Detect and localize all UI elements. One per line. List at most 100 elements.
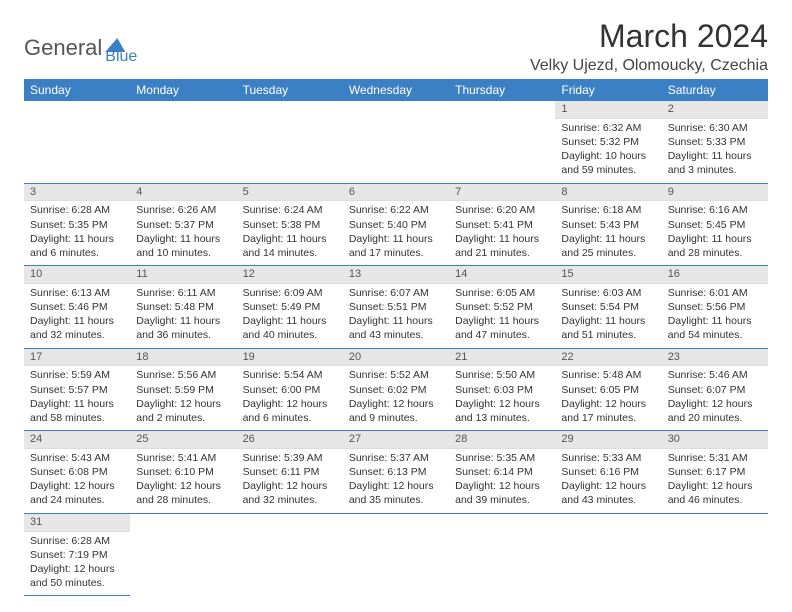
daylight-line: Daylight: 11 hours and 25 minutes. [561, 232, 655, 260]
day-number: 21 [449, 349, 555, 367]
weekday-header: Wednesday [343, 79, 449, 101]
daylight-line: Daylight: 12 hours and 35 minutes. [349, 479, 443, 507]
sunset-line: Sunset: 5:40 PM [349, 218, 443, 232]
sunset-line: Sunset: 5:51 PM [349, 300, 443, 314]
sunrise-line: Sunrise: 6:05 AM [455, 286, 549, 300]
calendar-day-cell: 28Sunrise: 5:35 AMSunset: 6:14 PMDayligh… [449, 431, 555, 514]
daylight-line: Daylight: 12 hours and 9 minutes. [349, 397, 443, 425]
daylight-line: Daylight: 12 hours and 17 minutes. [561, 397, 655, 425]
calendar-day-cell: 29Sunrise: 5:33 AMSunset: 6:16 PMDayligh… [555, 431, 661, 514]
day-number: 8 [555, 184, 661, 202]
sunset-line: Sunset: 5:48 PM [136, 300, 230, 314]
calendar-empty-cell [662, 513, 768, 596]
sunset-line: Sunset: 7:19 PM [30, 548, 124, 562]
sunrise-line: Sunrise: 6:22 AM [349, 203, 443, 217]
sunrise-line: Sunrise: 6:03 AM [561, 286, 655, 300]
sunrise-line: Sunrise: 6:01 AM [668, 286, 762, 300]
weekday-header: Friday [555, 79, 661, 101]
calendar-day-cell: 13Sunrise: 6:07 AMSunset: 5:51 PMDayligh… [343, 266, 449, 349]
day-number: 5 [237, 184, 343, 202]
daylight-line: Daylight: 11 hours and 32 minutes. [30, 314, 124, 342]
day-number: 19 [237, 349, 343, 367]
sunrise-line: Sunrise: 5:37 AM [349, 451, 443, 465]
sunrise-line: Sunrise: 6:09 AM [243, 286, 337, 300]
day-number: 15 [555, 266, 661, 284]
day-number: 27 [343, 431, 449, 449]
daylight-line: Daylight: 10 hours and 59 minutes. [561, 149, 655, 177]
calendar-row: 1Sunrise: 6:32 AMSunset: 5:32 PMDaylight… [24, 101, 768, 183]
day-number: 24 [24, 431, 130, 449]
calendar-body: 1Sunrise: 6:32 AMSunset: 5:32 PMDaylight… [24, 101, 768, 596]
weekday-header: Saturday [662, 79, 768, 101]
calendar-day-cell: 4Sunrise: 6:26 AMSunset: 5:37 PMDaylight… [130, 183, 236, 266]
sunrise-line: Sunrise: 6:28 AM [30, 534, 124, 548]
logo-text-general: General [24, 35, 102, 61]
weekday-header-row: Sunday Monday Tuesday Wednesday Thursday… [24, 79, 768, 101]
weekday-header: Monday [130, 79, 236, 101]
calendar-day-cell: 26Sunrise: 5:39 AMSunset: 6:11 PMDayligh… [237, 431, 343, 514]
header: General Blue March 2024 Velky Ujezd, Olo… [24, 18, 768, 75]
day-number: 10 [24, 266, 130, 284]
day-number: 25 [130, 431, 236, 449]
sunrise-line: Sunrise: 5:52 AM [349, 368, 443, 382]
day-number: 9 [662, 184, 768, 202]
calendar-day-cell: 9Sunrise: 6:16 AMSunset: 5:45 PMDaylight… [662, 183, 768, 266]
calendar-empty-cell [449, 101, 555, 183]
day-number: 22 [555, 349, 661, 367]
day-number: 11 [130, 266, 236, 284]
day-number: 26 [237, 431, 343, 449]
sunrise-line: Sunrise: 5:48 AM [561, 368, 655, 382]
sunset-line: Sunset: 6:05 PM [561, 383, 655, 397]
calendar-day-cell: 7Sunrise: 6:20 AMSunset: 5:41 PMDaylight… [449, 183, 555, 266]
sunset-line: Sunset: 5:43 PM [561, 218, 655, 232]
daylight-line: Daylight: 11 hours and 14 minutes. [243, 232, 337, 260]
calendar-day-cell: 3Sunrise: 6:28 AMSunset: 5:35 PMDaylight… [24, 183, 130, 266]
sunset-line: Sunset: 5:35 PM [30, 218, 124, 232]
sunrise-line: Sunrise: 5:54 AM [243, 368, 337, 382]
daylight-line: Daylight: 12 hours and 20 minutes. [668, 397, 762, 425]
sunset-line: Sunset: 6:03 PM [455, 383, 549, 397]
sunrise-line: Sunrise: 5:59 AM [30, 368, 124, 382]
daylight-line: Daylight: 11 hours and 54 minutes. [668, 314, 762, 342]
daylight-line: Daylight: 11 hours and 51 minutes. [561, 314, 655, 342]
daylight-line: Daylight: 12 hours and 2 minutes. [136, 397, 230, 425]
calendar-day-cell: 14Sunrise: 6:05 AMSunset: 5:52 PMDayligh… [449, 266, 555, 349]
day-number: 14 [449, 266, 555, 284]
sunrise-line: Sunrise: 6:07 AM [349, 286, 443, 300]
calendar-day-cell: 5Sunrise: 6:24 AMSunset: 5:38 PMDaylight… [237, 183, 343, 266]
day-number: 18 [130, 349, 236, 367]
sunrise-line: Sunrise: 6:20 AM [455, 203, 549, 217]
sunrise-line: Sunrise: 6:26 AM [136, 203, 230, 217]
day-number: 31 [24, 514, 130, 532]
daylight-line: Daylight: 12 hours and 6 minutes. [243, 397, 337, 425]
daylight-line: Daylight: 11 hours and 3 minutes. [668, 149, 762, 177]
daylight-line: Daylight: 12 hours and 32 minutes. [243, 479, 337, 507]
sunset-line: Sunset: 6:17 PM [668, 465, 762, 479]
weekday-header: Thursday [449, 79, 555, 101]
daylight-line: Daylight: 11 hours and 21 minutes. [455, 232, 549, 260]
weekday-header: Sunday [24, 79, 130, 101]
calendar-day-cell: 16Sunrise: 6:01 AMSunset: 5:56 PMDayligh… [662, 266, 768, 349]
daylight-line: Daylight: 11 hours and 6 minutes. [30, 232, 124, 260]
daylight-line: Daylight: 11 hours and 10 minutes. [136, 232, 230, 260]
calendar-day-cell: 21Sunrise: 5:50 AMSunset: 6:03 PMDayligh… [449, 348, 555, 431]
sunset-line: Sunset: 5:33 PM [668, 135, 762, 149]
calendar-day-cell: 27Sunrise: 5:37 AMSunset: 6:13 PMDayligh… [343, 431, 449, 514]
calendar-day-cell: 30Sunrise: 5:31 AMSunset: 6:17 PMDayligh… [662, 431, 768, 514]
sunrise-line: Sunrise: 6:11 AM [136, 286, 230, 300]
daylight-line: Daylight: 11 hours and 17 minutes. [349, 232, 443, 260]
sunrise-line: Sunrise: 6:18 AM [561, 203, 655, 217]
calendar-day-cell: 8Sunrise: 6:18 AMSunset: 5:43 PMDaylight… [555, 183, 661, 266]
day-number: 29 [555, 431, 661, 449]
calendar-day-cell: 1Sunrise: 6:32 AMSunset: 5:32 PMDaylight… [555, 101, 661, 183]
daylight-line: Daylight: 12 hours and 46 minutes. [668, 479, 762, 507]
calendar-empty-cell [237, 101, 343, 183]
calendar-day-cell: 18Sunrise: 5:56 AMSunset: 5:59 PMDayligh… [130, 348, 236, 431]
sunrise-line: Sunrise: 5:43 AM [30, 451, 124, 465]
sunset-line: Sunset: 6:07 PM [668, 383, 762, 397]
sunrise-line: Sunrise: 5:35 AM [455, 451, 549, 465]
sunset-line: Sunset: 5:37 PM [136, 218, 230, 232]
sunset-line: Sunset: 6:08 PM [30, 465, 124, 479]
title-block: March 2024 Velky Ujezd, Olomoucky, Czech… [530, 18, 768, 75]
calendar-day-cell: 20Sunrise: 5:52 AMSunset: 6:02 PMDayligh… [343, 348, 449, 431]
